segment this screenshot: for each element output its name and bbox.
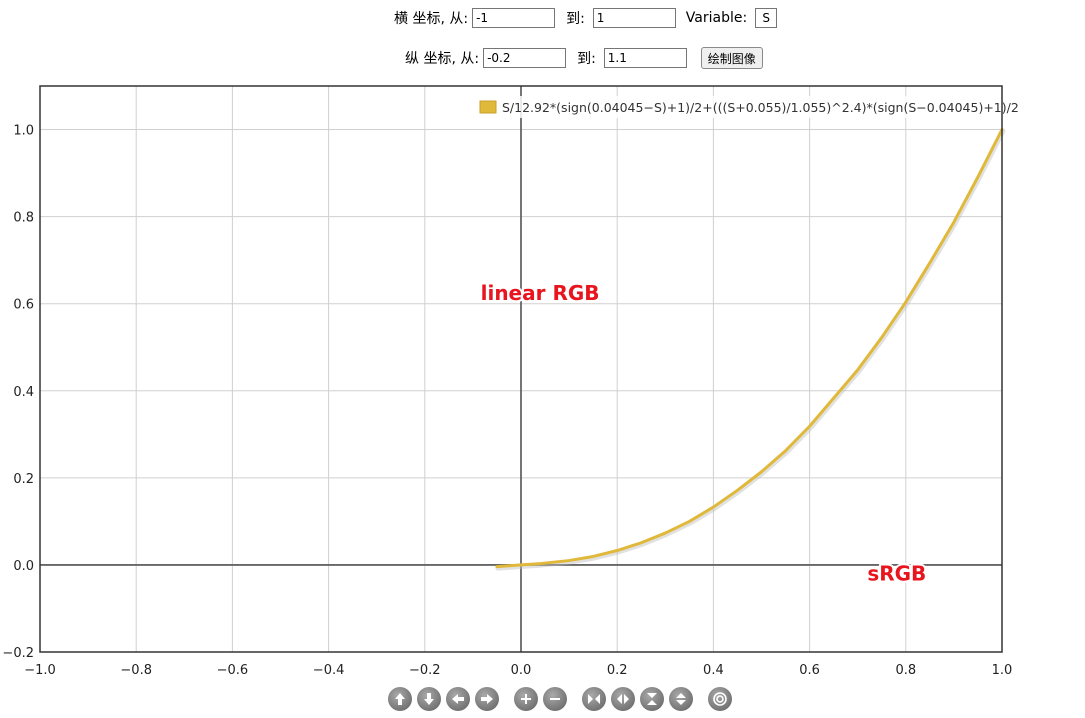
- reset-icon: [713, 692, 727, 706]
- zoom-in-button[interactable]: [514, 687, 538, 711]
- y-tick-label: 0.2: [13, 472, 34, 487]
- x-tick-label: −1.0: [24, 663, 56, 678]
- x-tick-label: −0.4: [313, 663, 345, 678]
- x-axis-label: 横 坐标, 从:: [394, 11, 469, 27]
- legend-swatch: [479, 100, 497, 114]
- y-axis-label: 纵 坐标, 从:: [405, 51, 480, 67]
- expand-y-button[interactable]: [669, 687, 693, 711]
- zoom-in-icon: [521, 694, 531, 704]
- x-tick-label: 0.4: [703, 663, 724, 678]
- variable-input[interactable]: [755, 8, 778, 28]
- x-tick-label: 0.2: [607, 663, 628, 678]
- function-plot[interactable]: −1.0 −0.8 −0.6 −0.4 −0.2 0.0 0.2 0.4 0.6 0.8 1.0 −0…: [0, 0, 1085, 690]
- y-tick-label: −0.2: [2, 646, 34, 661]
- shrink-x-button[interactable]: [582, 687, 606, 711]
- shrink-y-button[interactable]: [640, 687, 664, 711]
- plot-frame: [39, 85, 1003, 653]
- pan-right-button[interactable]: [475, 687, 499, 711]
- variable-label: Variable:: [685, 10, 748, 26]
- y-tick-label: 0.0: [13, 559, 34, 574]
- shrink-y-icon: [647, 693, 657, 705]
- x-to-input[interactable]: [592, 8, 676, 28]
- legend-background: [474, 96, 1000, 118]
- pan-down-button[interactable]: [417, 687, 441, 711]
- x-tick-label: −0.8: [120, 663, 152, 678]
- x-range-controls: 横 坐标, 从: 到: Variable:: [394, 8, 778, 28]
- expand-x-icon: [617, 694, 629, 704]
- annotation-linear-rgb: linear RGB: [481, 281, 600, 305]
- draw-plot-button[interactable]: 绘制图像: [700, 47, 763, 69]
- y-to-input[interactable]: [603, 48, 687, 68]
- tick-labels: −1.0 −0.8 −0.6 −0.4 −0.2 0.0 0.2 0.4 0.6 0.8 1.0 −0…: [2, 124, 1012, 678]
- series-shadow: [495, 128, 1006, 571]
- expand-x-button[interactable]: [611, 687, 635, 711]
- zoom-out-icon: [550, 698, 560, 700]
- shrink-x-icon: [588, 694, 600, 704]
- x-to-label: 到:: [566, 11, 585, 27]
- annotation-srgb: sRGB: [867, 562, 926, 586]
- annotations: linear RGB sRGB: [479, 279, 929, 588]
- legend-series-name: S/12.92*(sign(0.04045−S)+1)/2+(((S+0.055…: [502, 100, 1019, 115]
- x-tick-label: 0.6: [799, 663, 820, 678]
- x-tick-label: −0.6: [217, 663, 249, 678]
- navigation-toolbar: [388, 687, 737, 711]
- y-tick-label: 0.6: [13, 298, 34, 313]
- pan-up-button[interactable]: [388, 687, 412, 711]
- pan-left-button[interactable]: [446, 687, 470, 711]
- pan-up-icon: [395, 693, 405, 705]
- pan-left-icon: [452, 694, 464, 704]
- zoom-out-button[interactable]: [543, 687, 567, 711]
- y-from-input[interactable]: [483, 48, 567, 68]
- x-tick-label: 0.0: [511, 663, 532, 678]
- reset-view-button[interactable]: [708, 687, 732, 711]
- x-tick-label: 1.0: [992, 663, 1013, 678]
- x-tick-label: 0.8: [895, 663, 916, 678]
- pan-down-icon: [424, 693, 434, 705]
- legend[interactable]: S/12.92*(sign(0.04045−S)+1)/2+(((S+0.055…: [474, 96, 1019, 118]
- pan-right-icon: [481, 694, 493, 704]
- y-range-controls: 纵 坐标, 从: 到: 绘制图像: [405, 47, 763, 69]
- series-layer: [495, 128, 1006, 571]
- x-tick-label: −0.2: [409, 663, 441, 678]
- series-line: [495, 128, 1004, 569]
- y-tick-label: 0.8: [13, 211, 34, 226]
- y-to-label: 到:: [577, 51, 596, 67]
- x-from-input[interactable]: [472, 8, 556, 28]
- expand-y-icon: [676, 693, 686, 705]
- y-tick-label: 0.4: [13, 385, 34, 400]
- y-tick-label: 1.0: [13, 124, 34, 139]
